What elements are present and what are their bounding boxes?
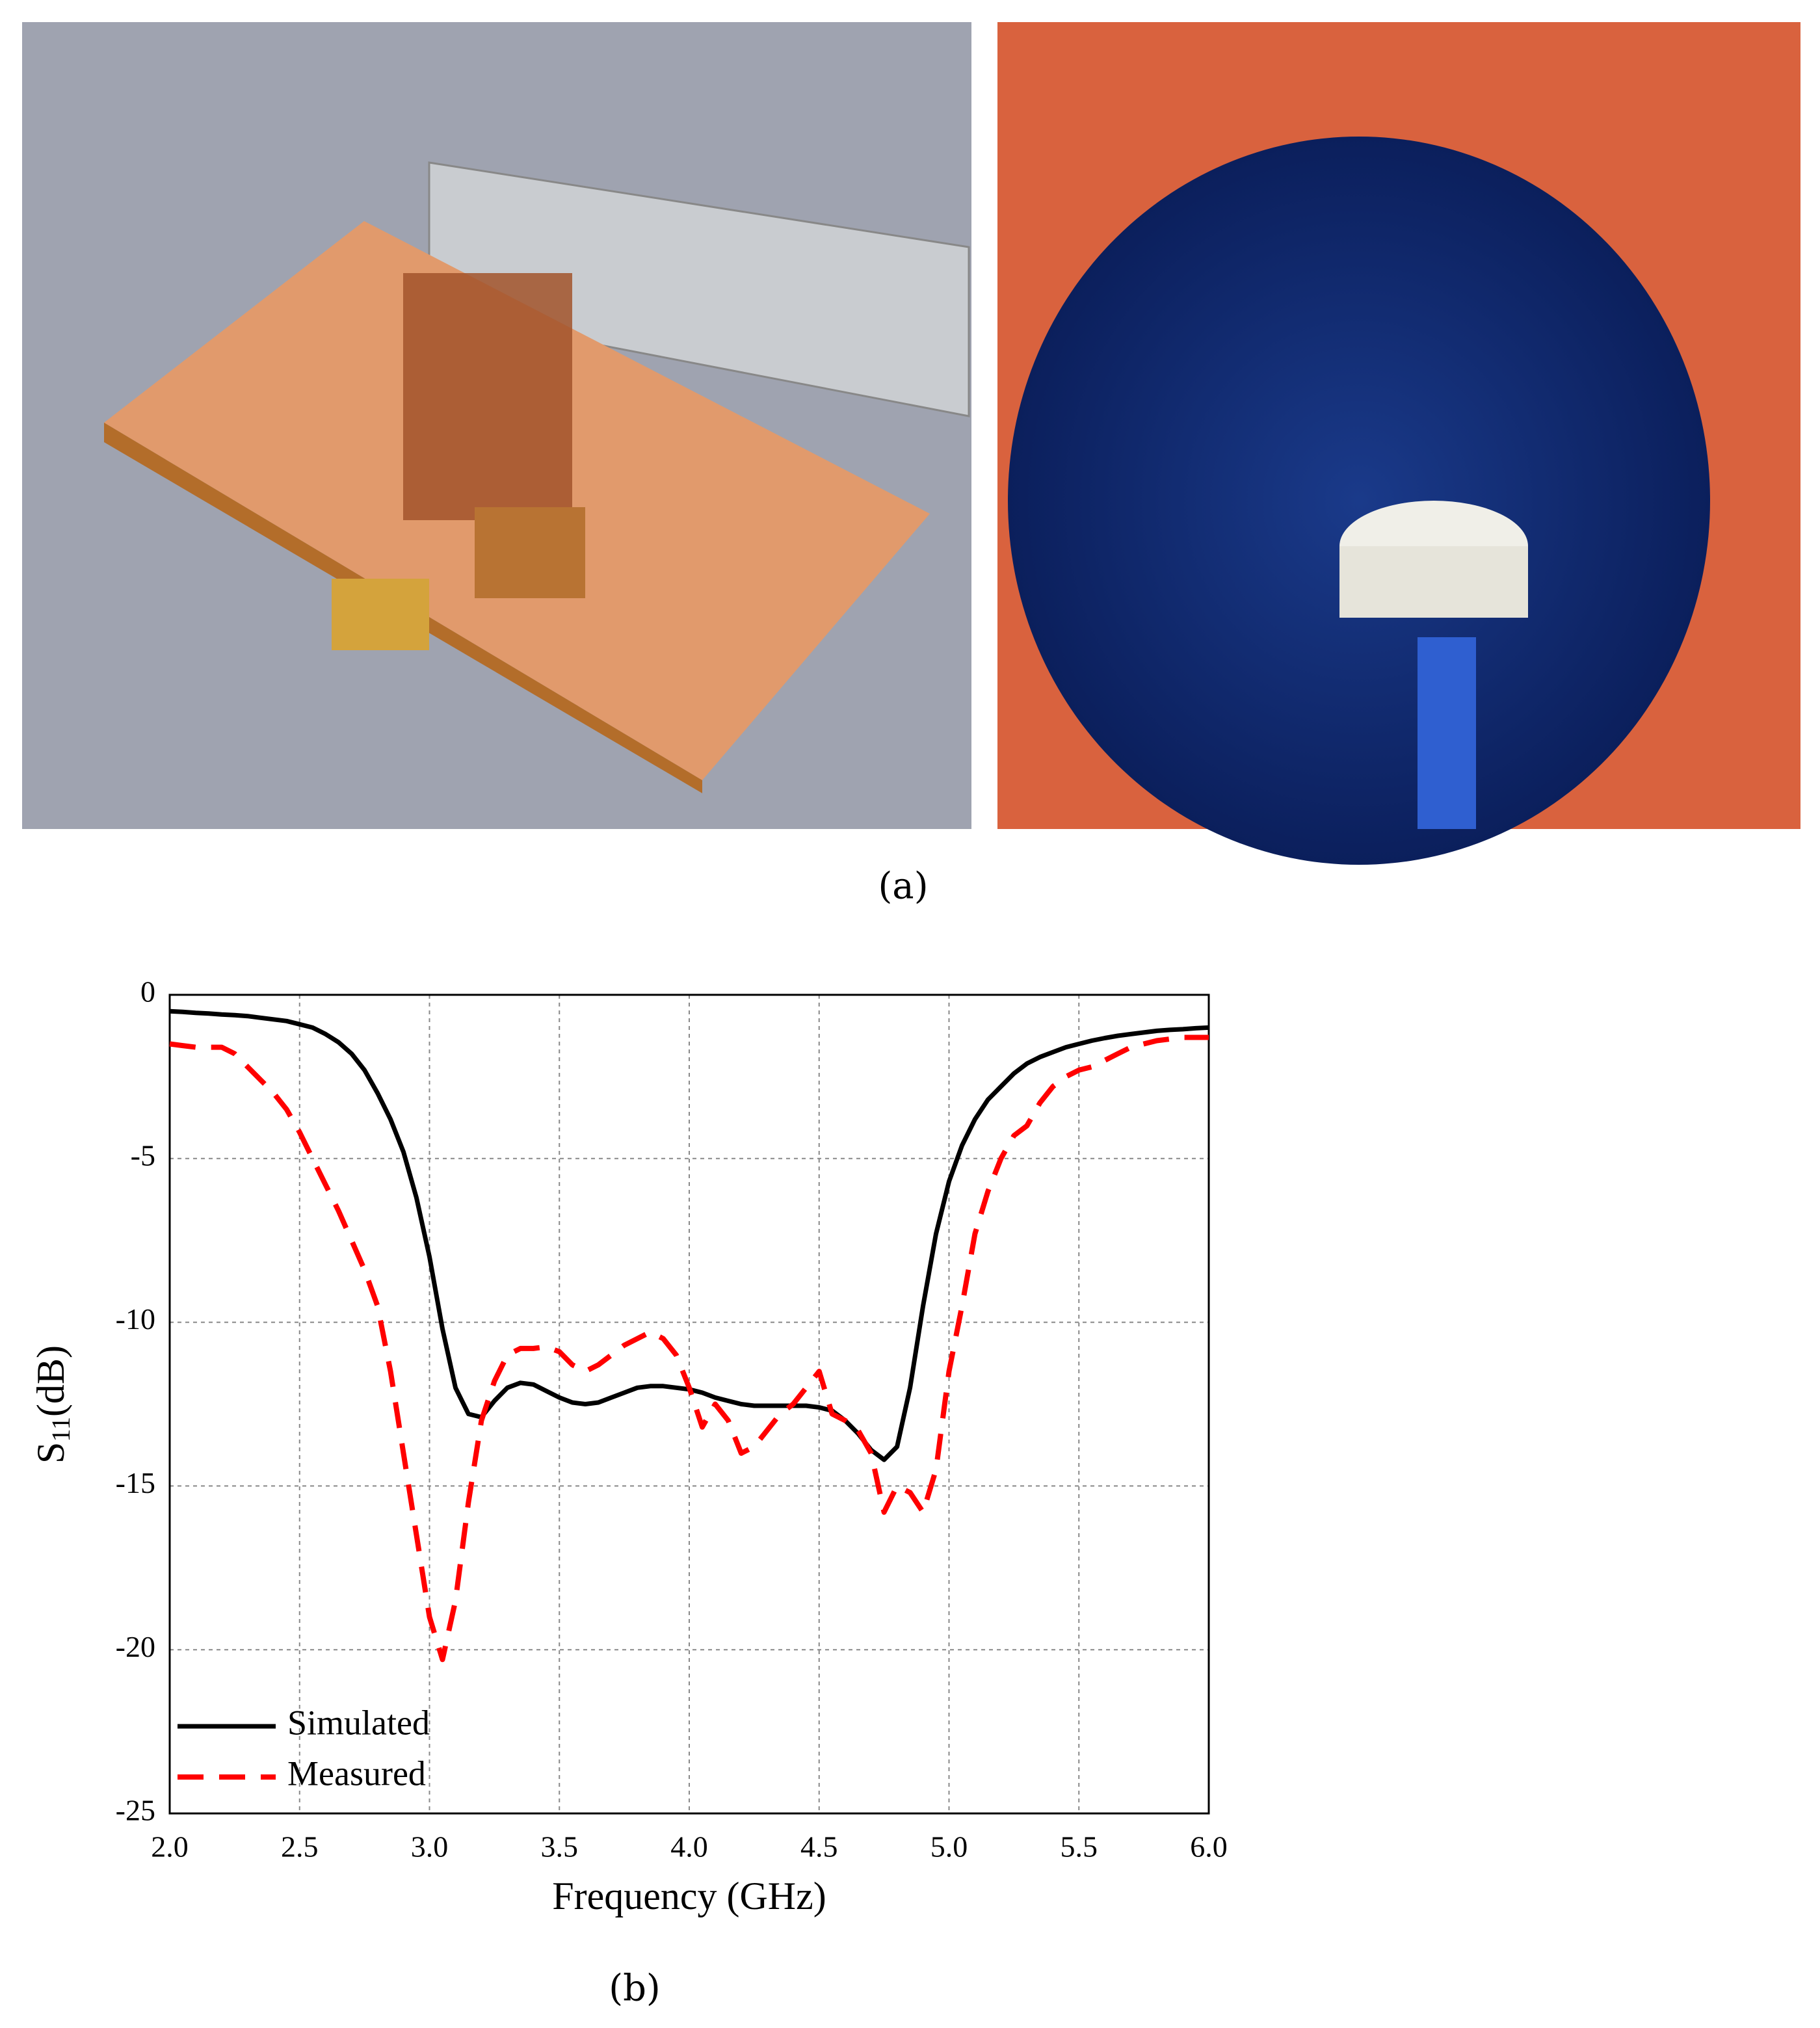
y-label-unit: (dB) [29, 1345, 72, 1417]
y-tick-label: -15 [116, 1466, 155, 1499]
legend-label: Simulated [287, 1703, 430, 1742]
y-tick-label: -20 [116, 1630, 155, 1663]
caption-b: (b) [609, 1968, 661, 2010]
y-tick-label: -25 [116, 1794, 155, 1827]
x-tick-label: 5.5 [1061, 1830, 1098, 1863]
x-axis-label: Frequency (GHz) [552, 1875, 826, 1917]
series-line [169, 1034, 1209, 1663]
x-tick-label: 4.5 [800, 1830, 838, 1863]
photo-chamber [997, 22, 1800, 865]
x-tick-label: 3.0 [411, 1830, 449, 1863]
y-tick-label: -5 [131, 1139, 155, 1172]
y-label-sub: 11 [46, 1417, 75, 1442]
y-axis-label: S11(dB) [29, 1345, 75, 1464]
x-tick-label: 5.0 [930, 1830, 968, 1863]
caption-a: (a) [878, 865, 928, 908]
y-tick-label: -10 [116, 1302, 155, 1336]
plot-frame [168, 994, 1210, 1815]
photo-antenna [22, 22, 971, 829]
legend-label: Measured [287, 1754, 426, 1793]
x-tick-label: 6.0 [1190, 1830, 1228, 1863]
y-label-main: S [29, 1442, 72, 1464]
x-tick-label: 3.5 [541, 1830, 579, 1863]
y-tick-label: 0 [140, 975, 155, 1008]
x-tick-label: 2.5 [281, 1830, 319, 1863]
x-tick-label: 2.0 [151, 1830, 189, 1863]
x-tick-label: 4.0 [670, 1830, 708, 1863]
